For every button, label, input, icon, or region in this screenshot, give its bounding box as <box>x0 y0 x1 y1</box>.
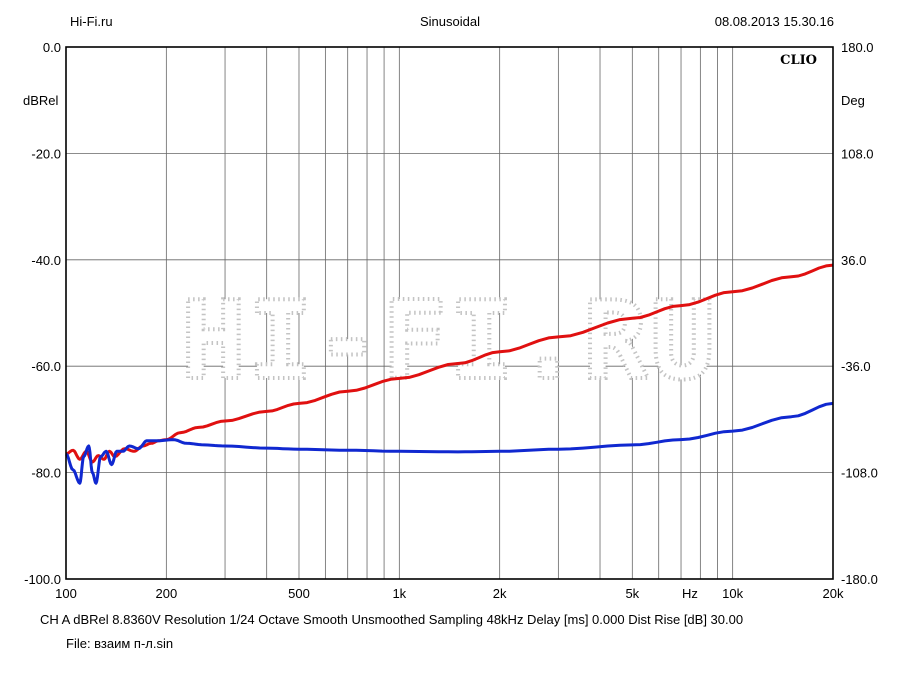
header-right: 08.08.2013 15.30.16 <box>714 14 834 29</box>
y-tick-left: 0.0 <box>43 40 61 55</box>
tick-labels: 0.0 -20.0 -40.0 -60.0 -80.0 -100.0 180.0 108.0 3… <box>24 40 878 601</box>
plot-frame <box>65 46 834 580</box>
x-tick: 2k <box>493 586 507 601</box>
header-left: Hi-Fi.ru <box>70 14 113 29</box>
ylabel-left: dBRel <box>23 93 59 108</box>
x-unit-label: Hz <box>682 586 698 601</box>
chart-grid <box>66 47 833 579</box>
footer-file: File: взаим п-л.sin <box>66 636 174 651</box>
x-tick: 10k <box>722 586 743 601</box>
watermark-text: HI-FI.RU <box>181 279 717 404</box>
y-tick-right: 36.0 <box>841 253 866 268</box>
x-tick: 100 <box>55 586 77 601</box>
x-tick: 5k <box>625 586 639 601</box>
y-tick-right: 180.0 <box>841 40 874 55</box>
y-tick-left: -60.0 <box>31 359 61 374</box>
brand-label: CLIO <box>780 53 817 68</box>
x-tick: 200 <box>155 586 177 601</box>
series-line-2 <box>65 401 834 485</box>
y-tick-right: -36.0 <box>841 359 871 374</box>
y-tick-left: -80.0 <box>31 466 61 481</box>
y-tick-left: -20.0 <box>31 146 61 161</box>
series-group <box>65 263 834 485</box>
header-center: Sinusoidal <box>420 14 480 29</box>
y-tick-right: 108.0 <box>841 146 874 161</box>
watermark: HI-FI.RU <box>179 277 717 406</box>
footer-settings: CH A dBRel 8.8360V Resolution 1/24 Octav… <box>40 612 744 627</box>
x-tick: 20k <box>823 586 844 601</box>
y-tick-right: -108.0 <box>841 466 878 481</box>
y-tick-left: -100.0 <box>24 572 61 587</box>
x-tick: 500 <box>288 586 310 601</box>
series-line-1 <box>65 263 834 464</box>
x-tick: 1k <box>392 586 406 601</box>
y-tick-left: -40.0 <box>31 253 61 268</box>
ylabel-right: Deg <box>841 93 865 108</box>
y-tick-right: -180.0 <box>841 572 878 587</box>
